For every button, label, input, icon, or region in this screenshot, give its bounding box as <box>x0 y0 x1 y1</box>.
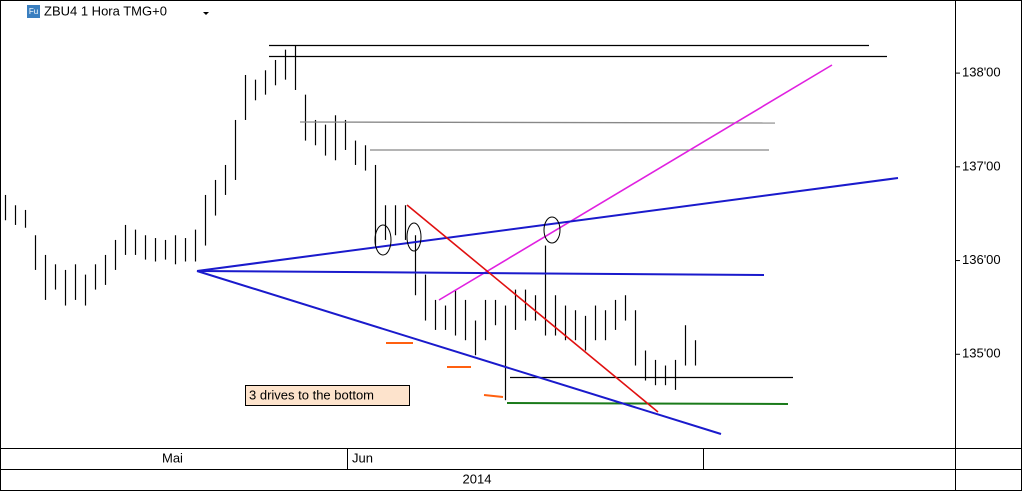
drive-marker <box>483 394 504 398</box>
highlight-ellipse <box>374 224 392 256</box>
dropdown-caret[interactable] <box>203 12 209 15</box>
annotation-text: 3 drives to the bottom <box>249 387 374 402</box>
y-tick-label: 138'00 <box>962 65 1001 80</box>
trend-line <box>196 270 722 435</box>
price-bars <box>4 44 697 401</box>
symbol-icon-text: Fu <box>29 7 38 16</box>
header[interactable]: Fu ZBU4 1 Hora TMG+0 <box>27 3 209 18</box>
y-tick-label: 136'00 <box>962 252 1001 267</box>
year-label: 2014 <box>463 471 492 486</box>
drawings <box>196 44 899 435</box>
y-tick-label: 135'00 <box>962 346 1001 361</box>
symbol-icon <box>27 5 40 18</box>
trend-line <box>438 64 833 301</box>
month-label: Mai <box>162 450 183 465</box>
highlight-ellipse <box>543 216 561 244</box>
level-line <box>299 121 776 124</box>
trend-line <box>196 270 765 276</box>
month-label: Jun <box>352 450 373 465</box>
highlight-ellipse <box>406 222 422 252</box>
annotation-box <box>245 385 410 406</box>
trend-line <box>196 177 899 272</box>
trend-line <box>406 204 659 413</box>
chart-title: ZBU4 1 Hora TMG+0 <box>44 3 167 18</box>
y-tick-label: 137'00 <box>962 158 1001 173</box>
